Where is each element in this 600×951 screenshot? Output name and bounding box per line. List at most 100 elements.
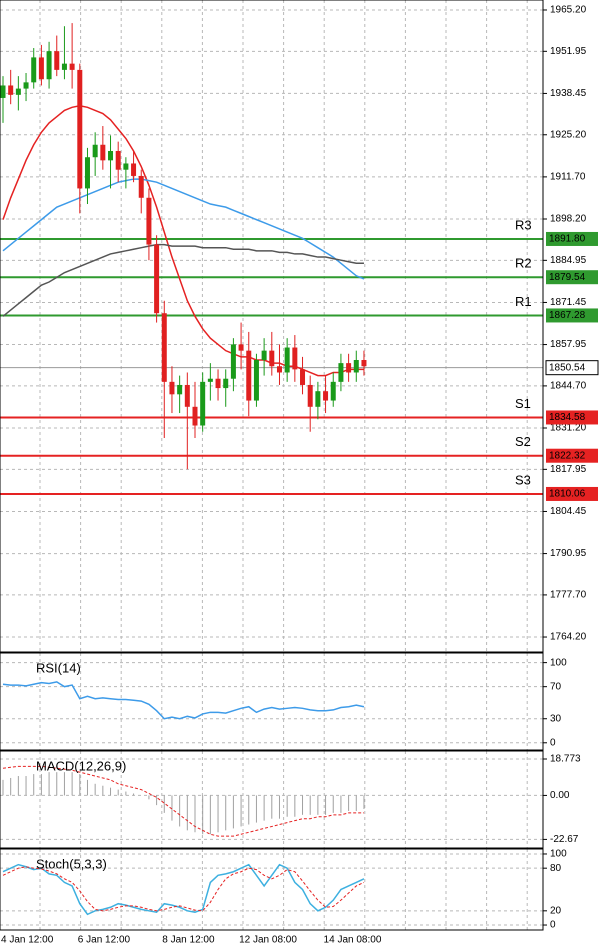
x-tick-label: 12 Jan 08:00 (239, 935, 297, 946)
panel: 18.773 0.00 -22.67 MACD(12,26,9) (0, 750, 581, 849)
candle-body (215, 378, 221, 389)
y-tick-label: 1764.20 (550, 632, 587, 643)
level-name: S1 (515, 396, 531, 411)
panel-frame (0, 750, 544, 849)
x-tick-label: 6 Jan 12:00 (78, 935, 131, 946)
level-tag-label: 1867.28 (549, 310, 586, 321)
y-tick-label: 1965.20 (550, 5, 587, 16)
candle-body (246, 350, 252, 401)
candle-body (276, 366, 282, 373)
panel: 100 80 20 0 Stoch(5,3,3) (0, 848, 567, 931)
candle-body (123, 163, 129, 170)
level-tag (546, 448, 598, 463)
level-tag-label: 1810.06 (549, 489, 586, 500)
candle-body (15, 88, 21, 95)
candle-body (253, 360, 259, 401)
candle-body (169, 381, 175, 395)
candle-body (84, 157, 90, 189)
y-tick-label: 1938.45 (550, 88, 587, 99)
panel-frame (0, 848, 544, 931)
candle-body (0, 85, 6, 98)
level-tag-label: 1879.54 (549, 272, 586, 283)
level-tag (546, 270, 598, 285)
candle-body (353, 360, 359, 373)
candle-body (338, 363, 344, 382)
candle-body (330, 381, 336, 401)
candle-body (46, 51, 52, 80)
last-price-label: 1850.54 (549, 362, 586, 373)
y-tick-label: 1817.95 (550, 464, 587, 475)
y-tick-label: 18.773 (550, 754, 581, 765)
candle-body (307, 384, 313, 407)
indicator-line (2, 681, 365, 720)
candle-body (230, 344, 236, 379)
candle-body (238, 344, 244, 351)
candle-body (161, 313, 167, 382)
y-tick-label: 1871.45 (550, 297, 587, 308)
candle-body (184, 384, 190, 407)
y-tick-label: 1777.70 (550, 590, 587, 601)
level-tag-label: 1834.58 (549, 412, 586, 423)
y-tick-label: 1844.70 (550, 381, 587, 392)
x-tick-label: 8 Jan 12:00 (162, 935, 215, 946)
candle-body (192, 406, 198, 426)
candle-body (292, 347, 298, 370)
y-tick-label: 1804.45 (550, 506, 587, 517)
panel-title: RSI(14) (36, 660, 81, 675)
candle-body (177, 384, 183, 395)
indicator-line (2, 765, 364, 837)
y-tick-label: 20 (550, 905, 562, 916)
y-tick-label: -22.67 (550, 834, 579, 845)
candle-body (108, 150, 114, 161)
y-tick-label: 1831.20 (550, 423, 587, 434)
level-name: R1 (515, 294, 532, 309)
candle-body (38, 57, 44, 80)
last-price-tag (545, 360, 599, 376)
candle-body (323, 391, 329, 401)
y-tick-label: 1790.95 (550, 548, 587, 559)
level-name: S2 (515, 434, 531, 449)
panel: 100 70 30 0 RSI(14) (0, 652, 567, 751)
indicator-line (2, 866, 365, 912)
y-tick-label: 1884.95 (550, 255, 587, 266)
candle-body (269, 350, 275, 367)
candle-body (54, 51, 60, 70)
panel-title: Stoch(5,3,3) (36, 856, 107, 871)
y-tick-label: 0.00 (550, 790, 570, 801)
y-tick-label: 70 (550, 681, 562, 692)
candle-body (200, 381, 206, 426)
candle-body (92, 144, 98, 158)
x-tick-label: 4 Jan 12:00 (1, 935, 54, 946)
indicator-line (2, 863, 365, 916)
y-tick-label: 30 (550, 713, 562, 724)
candle-body (100, 144, 106, 161)
level-tag (546, 486, 598, 501)
level-name: R3 (515, 217, 532, 232)
candle-body (31, 57, 37, 83)
y-tick-label: 1898.20 (550, 214, 587, 225)
panel-frame (0, 652, 544, 751)
candle-body (315, 391, 321, 407)
candle-body (284, 347, 290, 373)
x-tick-label: 14 Jan 08:00 (324, 935, 382, 946)
indicator-line (2, 104, 364, 377)
candle-body (154, 244, 160, 314)
candle-body (61, 63, 67, 70)
candle-body (77, 69, 83, 189)
candle-body (146, 197, 152, 245)
candle-body (115, 150, 121, 170)
candle-body (138, 175, 144, 198)
candle-body (69, 63, 75, 70)
panel-frame (0, 0, 544, 653)
candle-body (207, 378, 213, 382)
y-tick-label: 0 (550, 737, 556, 748)
indicator-line (2, 243, 364, 317)
level-tag (546, 308, 598, 323)
y-tick-label: 100 (550, 657, 567, 668)
y-tick-label: 1911.70 (550, 172, 586, 183)
candle-body (300, 369, 306, 385)
y-tick-label: 1951.95 (550, 46, 587, 57)
candle-body (223, 378, 229, 389)
